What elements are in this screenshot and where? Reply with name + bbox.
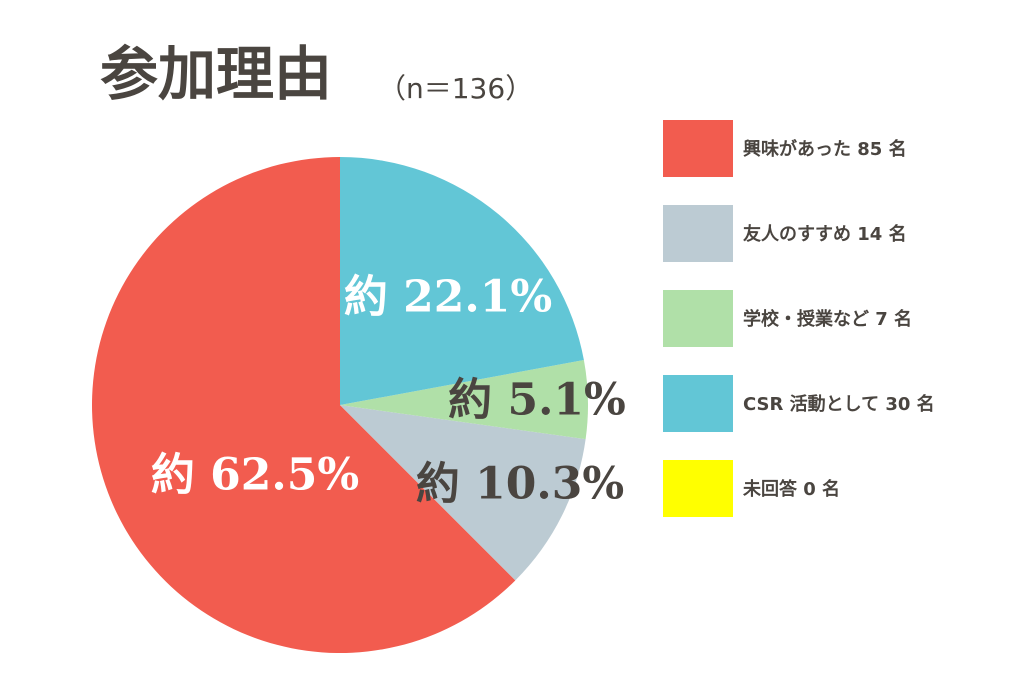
legend-label: 興味があった 85 名 <box>743 138 907 160</box>
legend-label: CSR 活動として 30 名 <box>743 393 935 415</box>
chart-title: 参加理由 <box>100 40 332 108</box>
legend-swatch <box>663 205 733 262</box>
slice-label: 約 5.1% <box>448 375 626 426</box>
slice-label: 約 10.3% <box>416 459 624 510</box>
legend-label: 友人のすすめ 14 名 <box>743 223 907 245</box>
pie-slice <box>92 157 516 654</box>
pie-slice <box>340 405 586 581</box>
legend-swatch <box>663 290 733 347</box>
legend-label: 学校・授業など 7 名 <box>743 308 912 330</box>
slice-label: 約 62.5% <box>151 450 359 501</box>
chart-subtitle: （n＝136） <box>378 72 533 105</box>
legend-swatch <box>663 375 733 432</box>
legend-swatch <box>663 460 733 517</box>
legend-label: 未回答 0 名 <box>743 478 840 500</box>
legend-swatch <box>663 120 733 177</box>
slice-label: 約 22.1% <box>344 272 552 323</box>
pie-slice <box>340 157 584 405</box>
pie-slice <box>340 360 588 440</box>
